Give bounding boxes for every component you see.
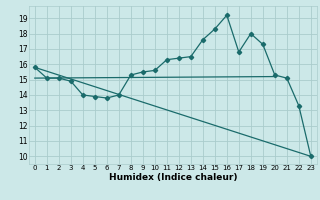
X-axis label: Humidex (Indice chaleur): Humidex (Indice chaleur) bbox=[108, 173, 237, 182]
